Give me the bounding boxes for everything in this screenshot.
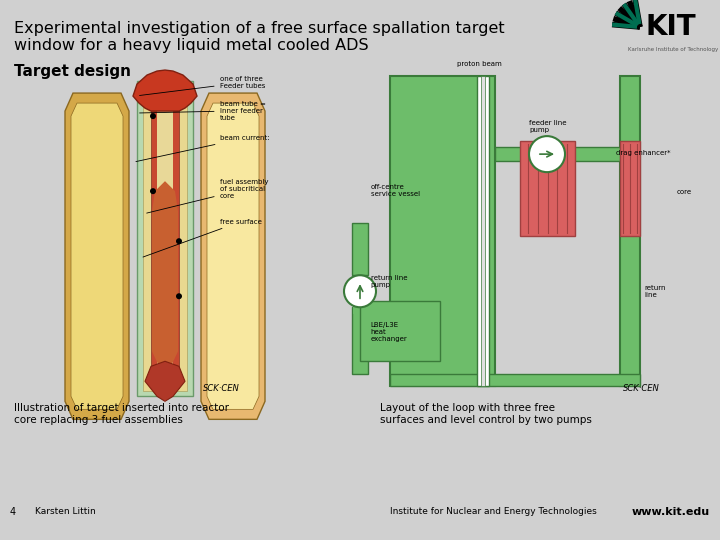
Text: Illustration of target inserted into reactor
core replacing 3 fuel assemblies: Illustration of target inserted into rea… [14, 403, 229, 425]
Text: Karsten Littin: Karsten Littin [35, 507, 96, 516]
Polygon shape [65, 93, 129, 420]
Text: core: core [677, 189, 692, 195]
Text: Karlsruhe Institute of Technology: Karlsruhe Institute of Technology [628, 47, 719, 52]
Text: Institute for Nuclear and Energy Technologies: Institute for Nuclear and Energy Technol… [390, 507, 597, 516]
Circle shape [529, 136, 565, 172]
Polygon shape [152, 181, 178, 372]
Text: proton beam: proton beam [457, 62, 502, 68]
Bar [620, 141, 640, 236]
Bar [495, 147, 620, 161]
Circle shape [344, 275, 376, 307]
Polygon shape [145, 361, 185, 401]
Text: off-centre
service vessel: off-centre service vessel [371, 184, 420, 197]
Bar [390, 76, 495, 386]
Text: SCK·CEN: SCK·CEN [624, 384, 660, 393]
Text: fuel assembly
of subcritical
core: fuel assembly of subcritical core [147, 179, 268, 213]
Text: drag enhancer*: drag enhancer* [616, 150, 670, 156]
Bar [151, 81, 179, 388]
Bar [352, 223, 368, 275]
Circle shape [176, 293, 182, 299]
Text: window for a heavy liquid metal cooled ADS: window for a heavy liquid metal cooled A… [14, 38, 369, 53]
Polygon shape [133, 70, 197, 111]
Bar [620, 76, 640, 386]
Text: SCK·CEN: SCK·CEN [203, 384, 240, 393]
Text: KIT: KIT [645, 13, 696, 41]
Text: return line
pump: return line pump [371, 275, 408, 288]
Polygon shape [201, 93, 265, 420]
Bar [390, 374, 640, 386]
Text: return
line: return line [644, 285, 666, 298]
Bar [481, 76, 485, 386]
Circle shape [150, 188, 156, 194]
Polygon shape [207, 103, 259, 409]
Text: Experimental investigation of a free surface spallation target: Experimental investigation of a free sur… [14, 21, 505, 36]
Bar [137, 81, 193, 396]
Text: one of three
Feeder tubes: one of three Feeder tubes [140, 76, 265, 96]
Text: LBE/L3E
heat
exchanger: LBE/L3E heat exchanger [371, 322, 408, 342]
Text: free surface: free surface [143, 219, 261, 257]
Text: beam tube =
Inner feeder
tube: beam tube = Inner feeder tube [140, 101, 266, 121]
Bar [143, 81, 187, 392]
Circle shape [150, 113, 156, 119]
Bar [352, 307, 368, 374]
Polygon shape [71, 103, 123, 409]
Bar [477, 76, 489, 386]
Text: 4: 4 [10, 507, 16, 517]
Bar [157, 81, 173, 386]
Text: Target design: Target design [14, 64, 131, 79]
Text: feeder line
pump: feeder line pump [529, 120, 567, 133]
Text: beam current:: beam current: [136, 135, 269, 161]
Circle shape [176, 238, 182, 244]
Bar [520, 141, 575, 236]
Bar [360, 301, 440, 361]
Text: Layout of the loop with three free
surfaces and level control by two pumps: Layout of the loop with three free surfa… [380, 403, 592, 425]
Text: www.kit.edu: www.kit.edu [632, 507, 710, 517]
